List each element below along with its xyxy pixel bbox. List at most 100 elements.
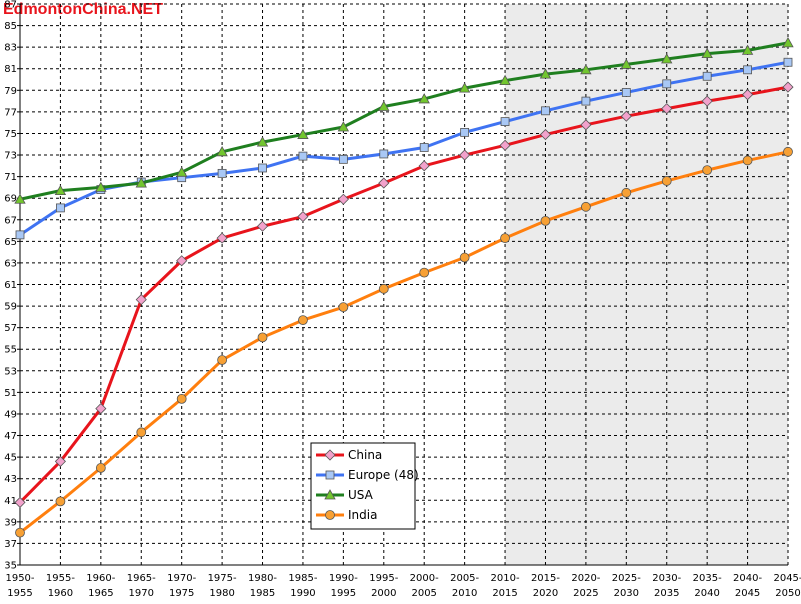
series-line: [19, 150, 789, 534]
marker: [742, 155, 753, 166]
marker: [135, 294, 147, 306]
marker: [217, 168, 227, 178]
y-tick-label: 65: [4, 237, 17, 248]
marker: [95, 463, 106, 473]
x-tick-label: 2025-2030: [612, 573, 641, 599]
y-tick-label: 47: [4, 431, 17, 442]
marker: [458, 82, 471, 93]
y-tick-label: 51: [4, 388, 17, 399]
marker: [297, 128, 309, 139]
marker: [580, 119, 592, 131]
marker: [621, 187, 632, 198]
x-tick-label: 2035-2040: [693, 573, 722, 599]
marker: [325, 510, 335, 520]
y-tick-label: 85: [4, 21, 17, 32]
x-tick-label: 2015-2020: [531, 573, 560, 599]
marker: [539, 128, 552, 141]
marker: [662, 79, 672, 89]
marker: [378, 100, 390, 111]
x-tick-label: 1955-1960: [46, 573, 75, 599]
marker: [135, 177, 147, 188]
marker: [701, 47, 713, 59]
series-line: [19, 41, 789, 201]
y-tick-label: 87: [4, 0, 17, 11]
series-line: [18, 85, 789, 504]
marker: [418, 93, 430, 104]
marker: [297, 210, 309, 223]
x-tick-label: 2045-2050: [773, 573, 801, 599]
x-tick-label: 2000-2005: [410, 573, 439, 599]
marker: [499, 74, 511, 85]
marker: [324, 489, 336, 500]
y-tick-label: 79: [4, 86, 17, 97]
marker: [14, 496, 26, 508]
y-tick-label: 57: [4, 323, 17, 334]
marker: [379, 149, 389, 159]
y-tick-label: 35: [4, 561, 17, 572]
marker: [419, 143, 429, 152]
marker: [176, 255, 188, 267]
marker: [459, 149, 471, 161]
marker: [419, 267, 430, 278]
legend-label: India: [348, 508, 377, 522]
marker: [324, 449, 336, 461]
marker: [459, 252, 470, 263]
marker: [782, 37, 794, 48]
x-tick-label: 2030-2035: [652, 573, 681, 599]
marker: [742, 89, 754, 101]
marker: [257, 332, 268, 343]
marker: [15, 230, 25, 240]
marker: [539, 68, 552, 79]
y-tick-label: 73: [4, 151, 17, 162]
marker: [661, 176, 672, 186]
y-tick-label: 55: [4, 345, 17, 356]
marker: [256, 136, 269, 147]
marker: [298, 315, 308, 326]
x-tick-label: 1975-1980: [208, 573, 237, 599]
marker: [337, 193, 349, 205]
legend-label: USA: [348, 488, 374, 502]
y-tick-label: 75: [4, 129, 17, 140]
y-tick-label: 37: [4, 539, 17, 550]
x-tick-label: 1995-2000: [369, 573, 398, 599]
marker: [580, 63, 592, 75]
x-tick-label: 1980-1985: [248, 573, 277, 599]
marker: [176, 393, 187, 404]
marker: [741, 44, 754, 55]
marker: [378, 283, 389, 294]
marker: [621, 88, 631, 97]
x-tick-label: 2005-2010: [450, 573, 479, 599]
marker: [702, 71, 712, 81]
marker: [661, 53, 673, 64]
x-tick-label: 2040-2045: [733, 573, 762, 599]
marker: [701, 95, 713, 107]
marker: [216, 232, 228, 244]
x-tick-label: 1985-1990: [288, 573, 317, 599]
marker: [338, 302, 349, 313]
legend-label: Europe (48): [348, 468, 419, 482]
marker: [460, 127, 470, 137]
marker: [258, 163, 267, 173]
y-tick-label: 71: [4, 172, 17, 183]
marker: [54, 455, 66, 467]
marker: [337, 121, 350, 132]
marker: [783, 146, 793, 157]
marker: [702, 165, 713, 176]
y-tick-label: 61: [4, 280, 17, 291]
y-tick-label: 77: [4, 107, 17, 118]
marker: [500, 117, 510, 126]
x-tick-label: 1950-1955: [5, 573, 34, 599]
y-tick-label: 59: [4, 302, 17, 313]
marker: [95, 403, 107, 415]
y-tick-label: 43: [4, 474, 17, 485]
marker: [418, 160, 430, 172]
marker: [338, 154, 348, 164]
x-tick-label: 1960-1965: [86, 573, 115, 599]
marker: [620, 110, 632, 122]
marker: [783, 57, 793, 67]
chart-title: EdmontonChina.NET: [3, 1, 163, 18]
marker: [743, 65, 752, 75]
marker: [95, 181, 107, 192]
